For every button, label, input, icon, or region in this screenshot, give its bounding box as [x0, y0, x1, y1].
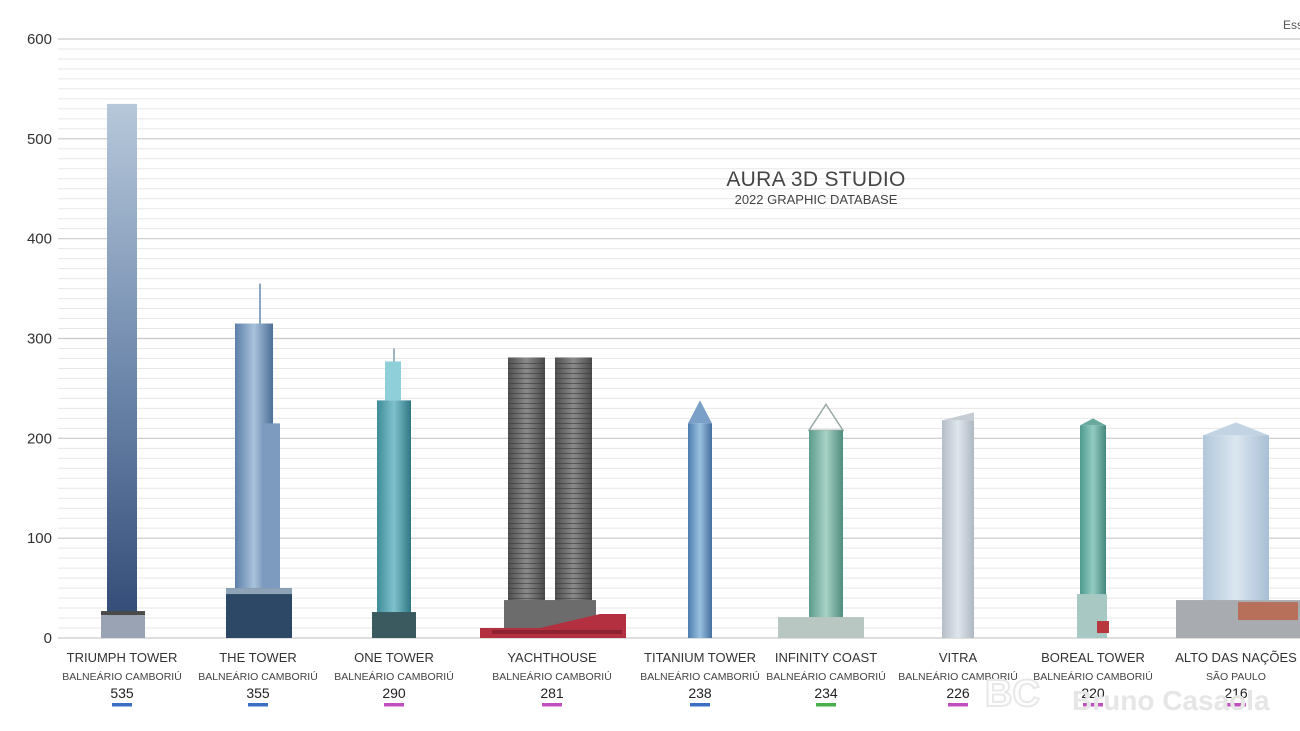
- value-label: 281: [540, 685, 564, 701]
- status-bar: [248, 703, 268, 707]
- category-label: BOREAL TOWER: [1041, 650, 1145, 665]
- category-label: TRIUMPH TOWER: [67, 650, 178, 665]
- chart-title: AURA 3D STUDIO: [726, 168, 905, 191]
- city-label: BALNEÁRIO CAMBORIÚ: [492, 670, 612, 683]
- category-label: THE TOWER: [219, 650, 297, 665]
- y-tick-label: 200: [27, 430, 52, 447]
- city-label: BALNEÁRIO CAMBORIÚ: [766, 670, 886, 683]
- chart-subtitle: 2022 GRAPHIC DATABASE: [735, 192, 898, 207]
- base-band: [226, 588, 292, 595]
- tower-crown: [1080, 418, 1106, 426]
- watermark-text: Bruno Casaola: [1072, 685, 1270, 716]
- tower-one-tower: [372, 348, 416, 638]
- status-bar: [1226, 703, 1246, 707]
- tower-alto-das-na-es: [1176, 422, 1300, 638]
- value-label: 535: [110, 685, 134, 701]
- tower-bar: [809, 430, 843, 638]
- status-bar: [542, 703, 562, 707]
- tower-bar: [508, 357, 545, 638]
- tower-boreal-tower: [1077, 418, 1109, 638]
- category-labels: TRIUMPH TOWER BALNEÁRIO CAMBORIÚ 535 THE TO…: [62, 650, 1297, 707]
- base-detail: [1097, 621, 1109, 634]
- towers: [101, 103, 1300, 639]
- base-ledge: [101, 611, 145, 616]
- city-label: BALNEÁRIO CAMBORIÚ: [898, 670, 1018, 683]
- city-label: BALNEÁRIO CAMBORIÚ: [334, 670, 454, 683]
- category-label: YACHTHOUSE: [507, 650, 597, 665]
- y-tick-label: 500: [27, 131, 52, 148]
- tower-vitra: [942, 412, 974, 638]
- tower-crown: [688, 400, 712, 424]
- category-label: ALTO DAS NAÇÕES: [1175, 650, 1297, 665]
- category-label: ONE TOWER: [354, 650, 434, 665]
- watermark: BC Bruno Casaola: [984, 672, 1270, 716]
- tower-crown: [385, 361, 401, 401]
- status-bar: [1083, 703, 1103, 707]
- tower-bar: [377, 400, 411, 638]
- tower-bar: [107, 103, 137, 639]
- y-tick-label: 600: [27, 31, 52, 48]
- podium-stripe: [492, 630, 622, 635]
- city-label: BALNEÁRIO CAMBORIÚ: [198, 670, 318, 683]
- category-label: TITANIUM TOWER: [644, 650, 756, 665]
- tower-crown: [942, 412, 974, 421]
- tower-base: [226, 588, 292, 638]
- podium-accent: [1238, 602, 1298, 621]
- tower-yachthouse: [480, 357, 626, 638]
- y-axis-ticks: 0 100 200 300 400 500 600: [27, 31, 52, 647]
- status-bar: [384, 703, 404, 707]
- city-label: BALNEÁRIO CAMBORIÚ: [1033, 670, 1153, 683]
- value-label: 290: [382, 685, 406, 701]
- watermark-logo: BC: [985, 673, 1040, 715]
- y-tick-label: 300: [27, 331, 52, 348]
- status-bar: [690, 703, 710, 707]
- status-bar: [948, 703, 968, 707]
- value-label: 226: [946, 685, 970, 701]
- category-label: INFINITY COAST: [775, 650, 877, 665]
- value-label: 238: [688, 685, 712, 701]
- y-tick-label: 0: [44, 630, 52, 647]
- city-label: BALNEÁRIO CAMBORIÚ: [62, 670, 182, 683]
- status-bar: [816, 703, 836, 707]
- tower-triumph-tower: [101, 103, 145, 639]
- value-label: 220: [1081, 685, 1105, 701]
- tower-podium: [778, 617, 864, 638]
- value-label: 216: [1224, 685, 1248, 701]
- city-label: BALNEÁRIO CAMBORIÚ: [640, 670, 760, 683]
- tower-the-tower: [226, 283, 292, 638]
- tower-bar: [942, 420, 974, 638]
- tower-titanium-tower: [688, 400, 712, 638]
- status-bar: [112, 703, 132, 707]
- tower-bar: [688, 423, 712, 638]
- tower-wing: [262, 423, 280, 589]
- corner-text: Ess: [1283, 18, 1300, 32]
- value-label: 234: [814, 685, 838, 701]
- value-label: 355: [246, 685, 270, 701]
- y-tick-label: 100: [27, 530, 52, 547]
- tower-base: [101, 615, 145, 638]
- city-label: SÃO PAULO: [1206, 670, 1266, 683]
- tower-infinity-coast: [778, 403, 864, 638]
- tower-crown: [1203, 422, 1269, 436]
- y-tick-label: 400: [27, 231, 52, 248]
- category-label: VITRA: [939, 650, 978, 665]
- tower-base: [372, 612, 416, 638]
- tower-bar: [555, 357, 592, 638]
